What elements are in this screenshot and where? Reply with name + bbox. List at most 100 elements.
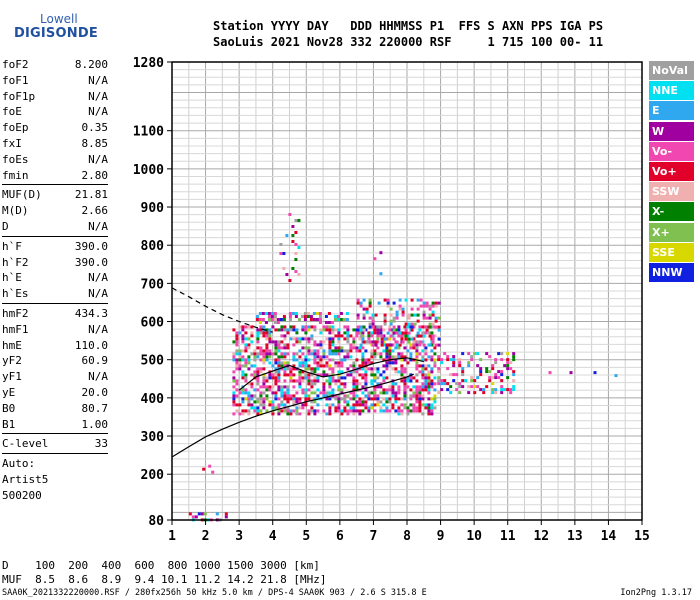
echo-point — [224, 512, 228, 516]
echo-point — [427, 385, 431, 389]
echo-point — [241, 334, 245, 338]
echo-point — [202, 467, 206, 471]
echo-point — [400, 355, 404, 359]
echo-point — [286, 409, 290, 413]
param-key: yF1 — [2, 370, 22, 384]
echo-point — [422, 313, 426, 317]
echo-point — [400, 403, 404, 407]
echo-point — [410, 313, 414, 317]
echo-point — [512, 370, 516, 374]
echo-point — [491, 367, 495, 371]
echo-point — [307, 349, 311, 353]
echo-point — [422, 343, 426, 347]
echo-point — [244, 379, 248, 383]
echo-point — [310, 370, 314, 374]
echo-point — [359, 301, 363, 305]
echo-point — [476, 364, 480, 368]
echo-point — [434, 316, 438, 320]
echo-point — [325, 355, 329, 359]
echo-point — [394, 400, 398, 404]
echo-point — [361, 358, 365, 362]
param-value: 1.00 — [81, 417, 109, 431]
echo-point — [424, 406, 428, 410]
echo-point — [313, 391, 317, 395]
echo-point — [313, 400, 317, 404]
echo-point — [310, 382, 314, 386]
echo-point — [433, 397, 437, 401]
echo-point — [235, 379, 239, 383]
echo-point — [334, 394, 338, 398]
echo-point — [379, 391, 383, 395]
echo-point — [382, 391, 386, 395]
echo-point — [361, 409, 365, 413]
x-tick-label: 5 — [302, 529, 310, 544]
echo-point — [412, 391, 416, 395]
echo-point — [277, 379, 281, 383]
echo-point — [337, 385, 341, 389]
echo-point — [307, 409, 311, 413]
x-tick-label: 10 — [466, 529, 482, 544]
echo-point — [418, 403, 422, 407]
echo-point — [241, 412, 245, 416]
param-row: yF2 60.9 — [2, 353, 108, 369]
echo-point — [398, 331, 402, 335]
echo-point — [295, 379, 299, 383]
param-value: 0.35 — [81, 121, 109, 135]
echo-point — [315, 318, 319, 321]
echo-point — [437, 382, 441, 386]
echo-point — [430, 355, 434, 359]
echo-point — [458, 364, 462, 368]
echo-point — [388, 346, 392, 350]
echo-point — [288, 315, 292, 318]
echo-point — [458, 391, 462, 395]
param-key: M(D) — [2, 204, 29, 218]
echo-point — [491, 364, 495, 368]
echo-point — [359, 304, 363, 308]
echo-point — [403, 355, 407, 359]
echo-point — [259, 349, 263, 353]
echo-point — [397, 352, 401, 356]
echo-point — [271, 400, 275, 404]
echo-point — [250, 325, 254, 329]
param-row: C-level 33 — [2, 436, 108, 452]
echo-point — [322, 370, 326, 374]
echo-point — [261, 318, 265, 321]
echo-point — [286, 412, 290, 416]
echo-point — [361, 364, 365, 368]
echo-point — [330, 321, 334, 324]
echo-point — [265, 394, 269, 398]
echo-point — [331, 331, 335, 335]
echo-point — [313, 355, 317, 359]
echo-point — [333, 318, 337, 321]
echo-point — [265, 397, 269, 401]
echo-point — [416, 340, 420, 344]
echo-point — [614, 374, 618, 378]
echo-point — [461, 352, 465, 356]
echo-point — [301, 403, 305, 407]
echo-point — [427, 391, 431, 395]
echo-point — [322, 340, 326, 344]
echo-point — [364, 382, 368, 386]
echo-point — [259, 346, 263, 350]
echo-point — [452, 379, 456, 383]
echo-point — [286, 388, 290, 392]
echo-point — [337, 379, 341, 383]
echo-point — [364, 385, 368, 389]
echo-point — [256, 352, 260, 356]
echo-point — [421, 373, 425, 377]
echo-point — [386, 304, 390, 308]
echo-point — [409, 379, 413, 383]
echo-point — [256, 376, 260, 380]
echo-point — [355, 394, 359, 398]
echo-point — [301, 325, 305, 329]
echo-point — [379, 355, 383, 359]
param-value: 390.0 — [74, 239, 108, 253]
echo-point — [340, 364, 344, 368]
echo-point — [292, 325, 296, 329]
echo-point — [262, 385, 266, 389]
echo-point — [352, 409, 356, 413]
param-key: hmF1 — [2, 322, 29, 336]
echo-point — [244, 361, 248, 365]
echo-point — [253, 373, 257, 377]
echo-point — [328, 376, 332, 380]
